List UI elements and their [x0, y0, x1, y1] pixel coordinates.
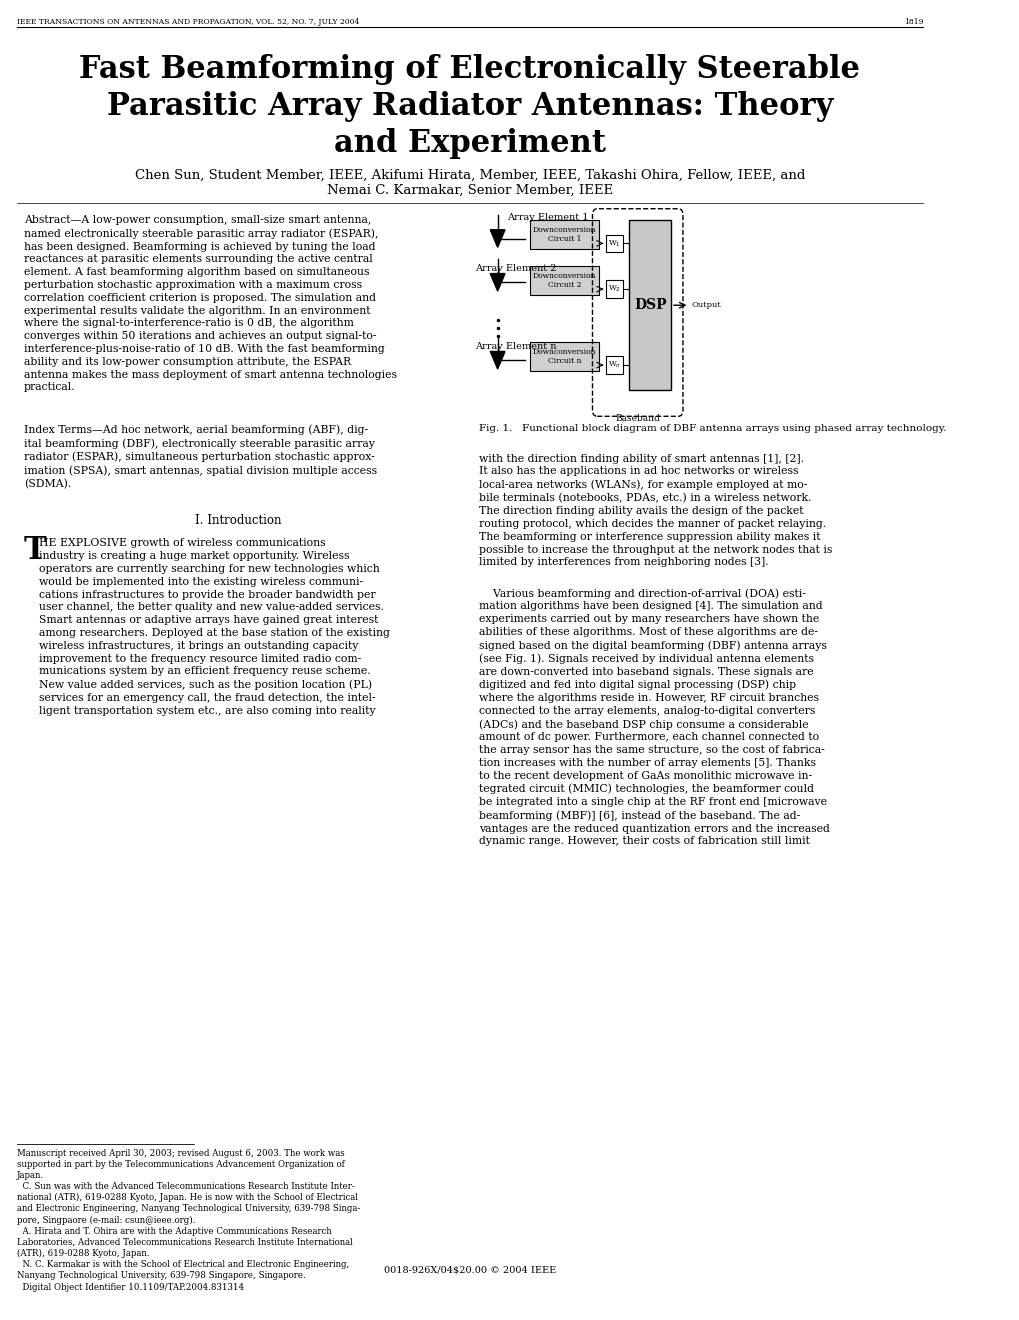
FancyBboxPatch shape	[530, 342, 598, 371]
Text: I. Introduction: I. Introduction	[196, 513, 281, 527]
Text: Fig. 1.   Functional block diagram of DBF antenna arrays using phased array tech: Fig. 1. Functional block diagram of DBF …	[479, 425, 946, 433]
Text: W$_n$: W$_n$	[607, 360, 621, 371]
FancyBboxPatch shape	[606, 235, 623, 252]
Text: Downconversion
Circuit 2: Downconversion Circuit 2	[532, 272, 596, 289]
Polygon shape	[490, 273, 504, 292]
Text: DSP: DSP	[633, 298, 665, 313]
Text: Downconversion
Circuit n: Downconversion Circuit n	[532, 347, 596, 364]
Text: Fast Beamforming of Electronically Steerable: Fast Beamforming of Electronically Steer…	[79, 54, 860, 84]
FancyBboxPatch shape	[606, 280, 623, 298]
Text: Array Element n: Array Element n	[474, 342, 555, 351]
Text: Index Terms—Ad hoc network, aerial beamforming (ABF), dig-
ital beamforming (DBF: Index Terms—Ad hoc network, aerial beamf…	[23, 425, 377, 488]
Text: Nemai C. Karmakar, Senior Member, IEEE: Nemai C. Karmakar, Senior Member, IEEE	[327, 183, 612, 197]
FancyBboxPatch shape	[530, 220, 598, 249]
Text: Array Element 2: Array Element 2	[474, 264, 555, 273]
Text: Downconversion
Circuit 1: Downconversion Circuit 1	[532, 226, 596, 243]
FancyBboxPatch shape	[530, 265, 598, 294]
Text: Various beamforming and direction-of-arrival (DOA) esti-
mation algorithms have : Various beamforming and direction-of-arr…	[479, 587, 829, 846]
Text: W$_2$: W$_2$	[607, 284, 621, 294]
FancyBboxPatch shape	[606, 356, 623, 374]
Text: W$_1$: W$_1$	[607, 238, 621, 248]
Text: Manuscript received April 30, 2003; revised August 6, 2003. The work was
support: Manuscript received April 30, 2003; revi…	[16, 1148, 360, 1291]
Text: Baseband: Baseband	[614, 413, 659, 422]
Text: T: T	[23, 536, 47, 566]
Polygon shape	[490, 351, 504, 370]
Polygon shape	[490, 230, 504, 247]
Text: with the direction finding ability of smart antennas [1], [2].
It also has the a: with the direction finding ability of sm…	[479, 454, 832, 568]
Text: HE EXPLOSIVE growth of wireless communications
industry is creating a huge marke: HE EXPLOSIVE growth of wireless communic…	[39, 539, 389, 715]
Text: Chen Sun, Student Member, IEEE, Akifumi Hirata, Member, IEEE, Takashi Ohira, Fel: Chen Sun, Student Member, IEEE, Akifumi …	[135, 169, 804, 181]
FancyBboxPatch shape	[629, 220, 671, 391]
Text: Abstract—A low-power consumption, small-size smart antenna,
named electronically: Abstract—A low-power consumption, small-…	[23, 215, 396, 392]
Text: 0018-926X/04$20.00 © 2004 IEEE: 0018-926X/04$20.00 © 2004 IEEE	[383, 1266, 555, 1275]
Text: Output: Output	[691, 301, 720, 309]
Text: Array Element 1: Array Element 1	[506, 214, 588, 222]
Text: and Experiment: and Experiment	[333, 128, 605, 158]
Text: 1819: 1819	[903, 17, 922, 25]
Text: Parasitic Array Radiator Antennas: Theory: Parasitic Array Radiator Antennas: Theor…	[107, 91, 833, 121]
Text: IEEE TRANSACTIONS ON ANTENNAS AND PROPAGATION, VOL. 52, NO. 7, JULY 2004: IEEE TRANSACTIONS ON ANTENNAS AND PROPAG…	[16, 17, 359, 25]
